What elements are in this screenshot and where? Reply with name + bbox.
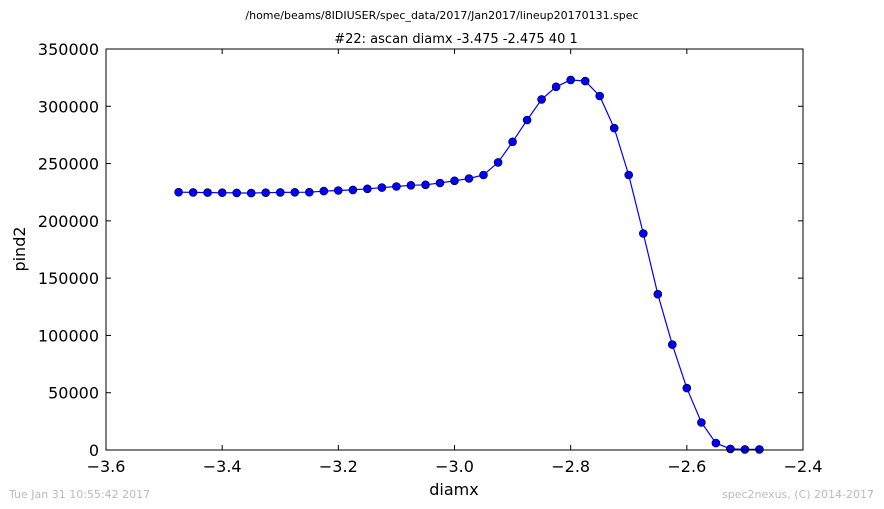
data-point (740, 445, 750, 454)
data-point (377, 183, 387, 192)
data-point (261, 188, 271, 197)
y-tick-label: 250000 (38, 155, 99, 174)
x-axis: −3.6 −3.4 −3.2 −3.0 −2.8 −2.6 −2.4 (87, 49, 823, 476)
data-point (580, 76, 590, 86)
data-point (217, 188, 227, 197)
data-point (435, 178, 445, 188)
data-point (450, 176, 459, 186)
data-point (653, 289, 663, 299)
x-axis-label: diamx (429, 480, 478, 499)
data-point (711, 438, 721, 448)
x-tick-label: −3.4 (203, 457, 242, 476)
data-point (246, 188, 256, 198)
x-tick-label: −3.6 (87, 457, 126, 476)
y-tick-label: 150000 (38, 269, 99, 288)
chart-suptitle: /home/beams/8IDIUSER/spec_data/2017/Jan2… (245, 9, 638, 22)
y-tick-label: 300000 (38, 97, 99, 116)
y-tick-label: 50000 (48, 384, 99, 403)
data-point (566, 75, 576, 85)
data-point (493, 158, 503, 167)
data-point (392, 182, 401, 191)
data-point (203, 188, 212, 197)
data-point (682, 383, 692, 393)
x-tick-label: −2.6 (667, 457, 706, 476)
data-point (188, 188, 198, 197)
footer-timestamp: Tue Jan 31 10:55:42 2017 (8, 488, 150, 501)
data-point (755, 445, 764, 454)
data-point (667, 340, 677, 349)
data-point (551, 82, 561, 92)
data-point (406, 181, 416, 190)
y-tick-label: 100000 (38, 326, 99, 345)
data-point (348, 185, 358, 195)
data-point (421, 180, 430, 190)
x-tick-label: −3.0 (435, 457, 474, 476)
data-point (522, 115, 532, 125)
data-point (319, 186, 329, 196)
data-point (638, 229, 648, 238)
data-point (624, 170, 634, 180)
data-point (363, 184, 372, 194)
y-axis: 0 50000 100000 150000 200000 250000 300000 3500… (38, 40, 803, 460)
data-point (479, 170, 488, 180)
data-point (304, 187, 314, 197)
data-point (537, 95, 546, 104)
data-point (595, 91, 605, 101)
data-point (464, 174, 474, 183)
data-point (174, 187, 183, 197)
data-point (609, 123, 619, 133)
x-tick-label: −2.8 (551, 457, 590, 476)
y-tick-label: 200000 (38, 212, 99, 231)
data-point (697, 418, 706, 427)
x-tick-label: −2.4 (784, 457, 823, 476)
data-point (333, 186, 343, 195)
series-line (178, 79, 760, 450)
data-point (290, 188, 300, 197)
data-point (232, 188, 241, 198)
y-tick-label: 0 (89, 441, 99, 460)
data-point (275, 188, 285, 197)
y-axis-label: pind2 (10, 226, 29, 271)
data-point (726, 444, 735, 454)
y-tick-label: 350000 (38, 40, 99, 59)
x-tick-label: −3.2 (319, 457, 358, 476)
footer-credit: spec2nexus, (C) 2014-2017 (722, 488, 874, 501)
plot-frame (105, 48, 804, 451)
data-point (508, 137, 517, 147)
chart-title: #22: ascan diamx -3.475 -2.475 40 1 (334, 32, 578, 47)
series-points (174, 75, 764, 454)
